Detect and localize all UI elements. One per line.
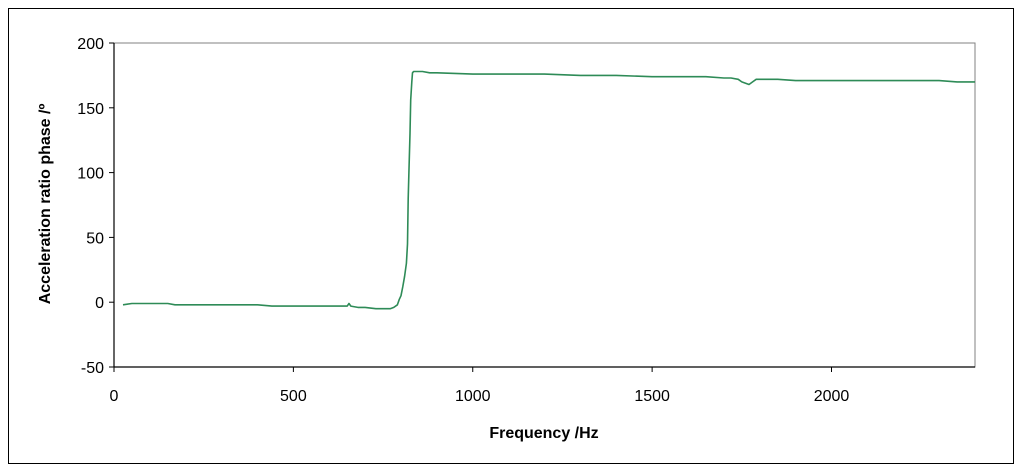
y-axis-title: Acceleration ratio phase /º	[37, 104, 54, 305]
x-axis-title: Frequency /Hz	[489, 425, 598, 442]
plot-area-border	[113, 42, 976, 368]
y-tick-label: 50	[86, 230, 104, 247]
x-tick-label: 500	[280, 388, 307, 405]
x-tick-label: 2000	[814, 388, 850, 405]
y-tick-label: 0	[95, 295, 104, 312]
x-tick-label: 1000	[455, 388, 491, 405]
y-tick-label: 100	[77, 166, 104, 183]
chart-frame	[8, 8, 1014, 464]
y-tick-label: 150	[77, 101, 104, 118]
phase-series-line	[122, 70, 975, 310]
y-tick-label: -50	[81, 360, 104, 377]
y-tick-label: 200	[77, 36, 104, 53]
x-tick-label: 0	[110, 388, 119, 405]
x-tick-label: 1500	[634, 388, 670, 405]
